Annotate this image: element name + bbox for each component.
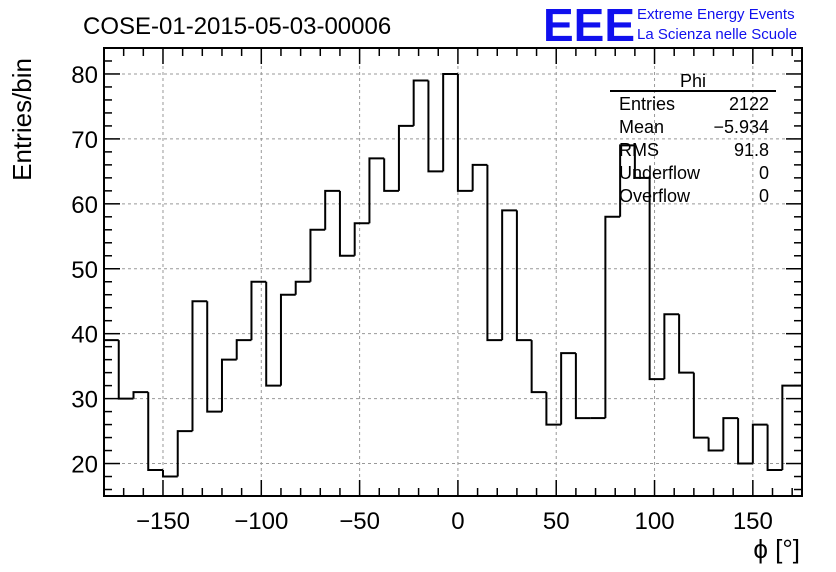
histogram-bin xyxy=(737,418,753,465)
x-tick-label: 100 xyxy=(635,508,675,535)
stats-row-label: Underflow xyxy=(619,163,701,183)
histogram-bin xyxy=(265,281,281,387)
eee-logo: EEE Extreme Energy Events La Scienza nel… xyxy=(543,0,797,51)
y-axis-label: Entries/bin xyxy=(7,58,37,181)
histogram-bin xyxy=(678,314,694,374)
statistics-box: Phi Entries 2122 Mean −5.934 RMS 91.8 Underflo… xyxy=(610,71,776,206)
histogram-bin xyxy=(722,417,739,451)
histogram-layer xyxy=(103,72,802,496)
stats-row-label: RMS xyxy=(619,140,659,160)
histogram-bin xyxy=(604,215,621,419)
x-tick-label: 0 xyxy=(451,508,464,535)
plot-border xyxy=(103,47,803,497)
x-axis-label: ϕ [°] xyxy=(753,534,800,564)
stats-row-value: 91.8 xyxy=(734,140,769,160)
logo-line-2: La Scienza nelle Scuole xyxy=(637,26,797,43)
histogram-bin xyxy=(353,222,370,256)
histogram-bin xyxy=(147,392,163,472)
stats-row-value: −5.934 xyxy=(713,117,769,137)
y-tick-label: 70 xyxy=(71,127,98,154)
stats-row-label: Overflow xyxy=(619,186,691,206)
histogram-bin xyxy=(427,80,444,173)
histogram-bin xyxy=(397,124,414,191)
histogram-bin xyxy=(781,384,798,471)
stats-row-value: 0 xyxy=(759,163,769,183)
x-tick-label: −100 xyxy=(234,508,288,535)
plot-frame xyxy=(103,47,803,497)
y-axis-ticks: 20 30 40 50 60 70 80 xyxy=(71,47,802,491)
histogram-bin xyxy=(309,228,326,282)
histogram-bin xyxy=(279,293,296,386)
histogram-bin xyxy=(161,470,178,478)
histogram-bin xyxy=(692,372,709,439)
histogram-bin xyxy=(707,437,724,452)
histogram-bin xyxy=(633,145,650,179)
chart-title: COSE-01-2015-05-03-00006 xyxy=(83,13,391,40)
y-tick-label: 40 xyxy=(71,322,98,349)
grid-lines xyxy=(104,48,802,496)
histogram-bin xyxy=(751,423,768,464)
stats-row-label: Entries xyxy=(619,94,675,114)
histogram-bin xyxy=(368,157,385,224)
histogram-bin xyxy=(412,79,429,126)
histogram-bin xyxy=(663,313,680,380)
histogram-bin xyxy=(501,209,517,341)
logo-line-1: Extreme Energy Events xyxy=(637,6,795,23)
histogram-bin xyxy=(545,392,562,426)
histogram-bin xyxy=(574,353,591,420)
histogram-bin xyxy=(132,391,149,399)
stats-row-value: 0 xyxy=(759,186,769,206)
histogram-bin xyxy=(383,158,399,192)
histogram-bin xyxy=(560,352,576,425)
histogram-bin xyxy=(206,301,222,413)
histogram-bin xyxy=(530,340,547,394)
histogram-bin xyxy=(176,430,193,477)
logo-mark: EEE xyxy=(543,0,635,51)
y-tick-label: 20 xyxy=(71,452,98,479)
y-tick-label: 50 xyxy=(71,257,98,284)
histogram-bin xyxy=(324,189,340,230)
x-tick-label: −150 xyxy=(136,508,190,535)
histogram-bin xyxy=(648,177,665,381)
x-tick-label: 150 xyxy=(733,508,773,535)
histogram-bin xyxy=(294,280,311,295)
histogram-bin xyxy=(515,210,532,342)
stats-rows: Entries 2122 Mean −5.934 RMS 91.8 Underflow 0 Ov… xyxy=(619,94,769,206)
histogram-bin xyxy=(456,73,473,192)
y-tick-label: 80 xyxy=(71,62,98,89)
y-tick-label: 60 xyxy=(71,192,98,219)
histogram-bin xyxy=(471,163,488,191)
y-tick-label: 30 xyxy=(71,387,98,414)
histogram-bin xyxy=(220,358,237,412)
histogram-bin xyxy=(766,424,783,472)
stats-row-value: 2122 xyxy=(729,94,769,114)
x-tick-label: −50 xyxy=(339,508,380,535)
stats-title: Phi xyxy=(680,71,706,91)
stats-row-label: Mean xyxy=(619,117,664,137)
histogram-bin xyxy=(250,280,267,341)
x-axis-ticks: −150 −100 −50 0 50 100 150 xyxy=(103,48,793,535)
histogram-bin xyxy=(442,72,458,172)
x-tick-label: 50 xyxy=(543,508,570,535)
histogram-bin xyxy=(191,300,208,432)
histogram-bin xyxy=(235,339,252,360)
histogram-bin xyxy=(486,164,503,342)
histogram-bin xyxy=(619,144,635,217)
histogram-bin xyxy=(338,190,355,257)
